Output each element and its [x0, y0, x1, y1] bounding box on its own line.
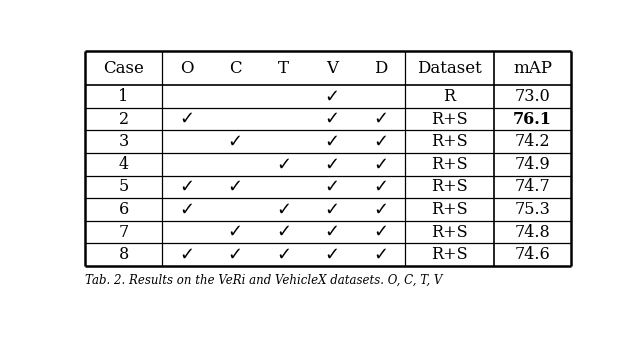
Text: D: D: [374, 60, 388, 77]
Text: ✓: ✓: [179, 178, 194, 196]
Text: ✓: ✓: [324, 246, 340, 264]
Text: 1: 1: [118, 88, 129, 105]
Text: 3: 3: [118, 133, 129, 150]
Text: O: O: [180, 60, 193, 77]
Text: ✓: ✓: [373, 110, 388, 128]
Text: ✓: ✓: [373, 133, 388, 151]
Text: 5: 5: [118, 178, 129, 195]
Text: ✓: ✓: [324, 110, 340, 128]
Text: 6: 6: [118, 201, 129, 218]
Text: ✓: ✓: [373, 223, 388, 241]
Text: 7: 7: [118, 224, 129, 241]
Text: 74.7: 74.7: [515, 178, 550, 195]
Text: R+S: R+S: [431, 201, 468, 218]
Text: ✓: ✓: [276, 223, 291, 241]
Text: 75.3: 75.3: [515, 201, 550, 218]
Text: Case: Case: [103, 60, 144, 77]
Text: 4: 4: [118, 156, 129, 173]
Text: ✓: ✓: [324, 133, 340, 151]
Text: ✓: ✓: [179, 201, 194, 219]
Text: V: V: [326, 60, 339, 77]
Text: ✓: ✓: [324, 155, 340, 173]
Text: 2: 2: [118, 111, 129, 128]
Text: ✓: ✓: [276, 155, 291, 173]
Text: ✓: ✓: [227, 223, 243, 241]
Text: R+S: R+S: [431, 224, 468, 241]
Text: R+S: R+S: [431, 178, 468, 195]
Text: ✓: ✓: [227, 246, 243, 264]
Text: ✓: ✓: [373, 246, 388, 264]
Text: ✓: ✓: [324, 201, 340, 219]
Text: mAP: mAP: [513, 60, 552, 77]
Text: Tab. 2. Results on the VeRi and VehicleX datasets. O, C, T, V: Tab. 2. Results on the VeRi and VehicleX…: [85, 274, 442, 287]
Text: 73.0: 73.0: [515, 88, 550, 105]
Text: ✓: ✓: [179, 110, 194, 128]
Text: ✓: ✓: [324, 178, 340, 196]
Text: R+S: R+S: [431, 111, 468, 128]
Text: 76.1: 76.1: [513, 111, 552, 128]
Text: Dataset: Dataset: [417, 60, 482, 77]
Text: 8: 8: [118, 246, 129, 263]
Text: ✓: ✓: [227, 178, 243, 196]
Text: R+S: R+S: [431, 133, 468, 150]
Text: ✓: ✓: [373, 178, 388, 196]
Text: 74.2: 74.2: [515, 133, 550, 150]
Text: ✓: ✓: [373, 201, 388, 219]
Text: ✓: ✓: [276, 201, 291, 219]
Text: T: T: [278, 60, 289, 77]
Text: ✓: ✓: [227, 133, 243, 151]
Text: 74.9: 74.9: [515, 156, 550, 173]
Text: C: C: [228, 60, 241, 77]
Text: ✓: ✓: [324, 223, 340, 241]
Text: R: R: [444, 88, 456, 105]
Text: R+S: R+S: [431, 246, 468, 263]
Text: 74.6: 74.6: [515, 246, 550, 263]
Text: ✓: ✓: [276, 246, 291, 264]
Text: ✓: ✓: [373, 155, 388, 173]
Text: ✓: ✓: [324, 88, 340, 106]
Text: ✓: ✓: [179, 246, 194, 264]
Text: 74.8: 74.8: [515, 224, 550, 241]
Text: R+S: R+S: [431, 156, 468, 173]
